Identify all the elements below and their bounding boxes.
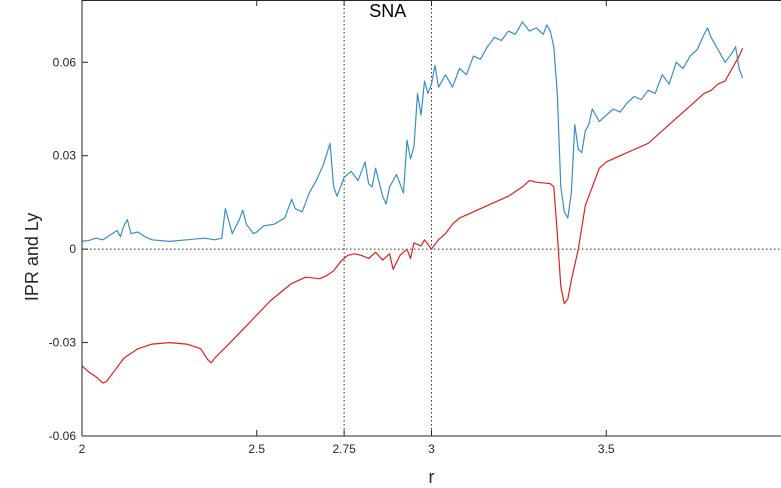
x-axis-label: r <box>429 467 435 487</box>
x-tick-label-4: 3.5 <box>598 442 615 456</box>
series-line-0 <box>81 21 744 242</box>
y-tick-label-2: 0 <box>69 242 76 256</box>
y-tick-label-4: 0.06 <box>53 55 77 69</box>
y-tick-label-1: -0.03 <box>49 336 77 350</box>
x-tick-label-1: 2.5 <box>248 442 265 456</box>
x-tick-label-2: 2.75 <box>332 442 356 456</box>
annotation-sna: SNA <box>369 1 406 21</box>
x-tick-label-0: 2 <box>79 442 86 456</box>
y-tick-label-3: 0.03 <box>53 149 77 163</box>
x-tick-label-3: 3 <box>428 442 435 456</box>
y-tick-label-0: -0.06 <box>49 429 77 443</box>
tick-labels: 2 2.5 2.75 3 3.5 -0.06 -0.03 0 0.03 0.06 <box>49 0 615 456</box>
series-group <box>81 21 744 384</box>
y-axis-label: IPR and Ly <box>22 213 42 301</box>
series-line-1 <box>81 48 744 384</box>
